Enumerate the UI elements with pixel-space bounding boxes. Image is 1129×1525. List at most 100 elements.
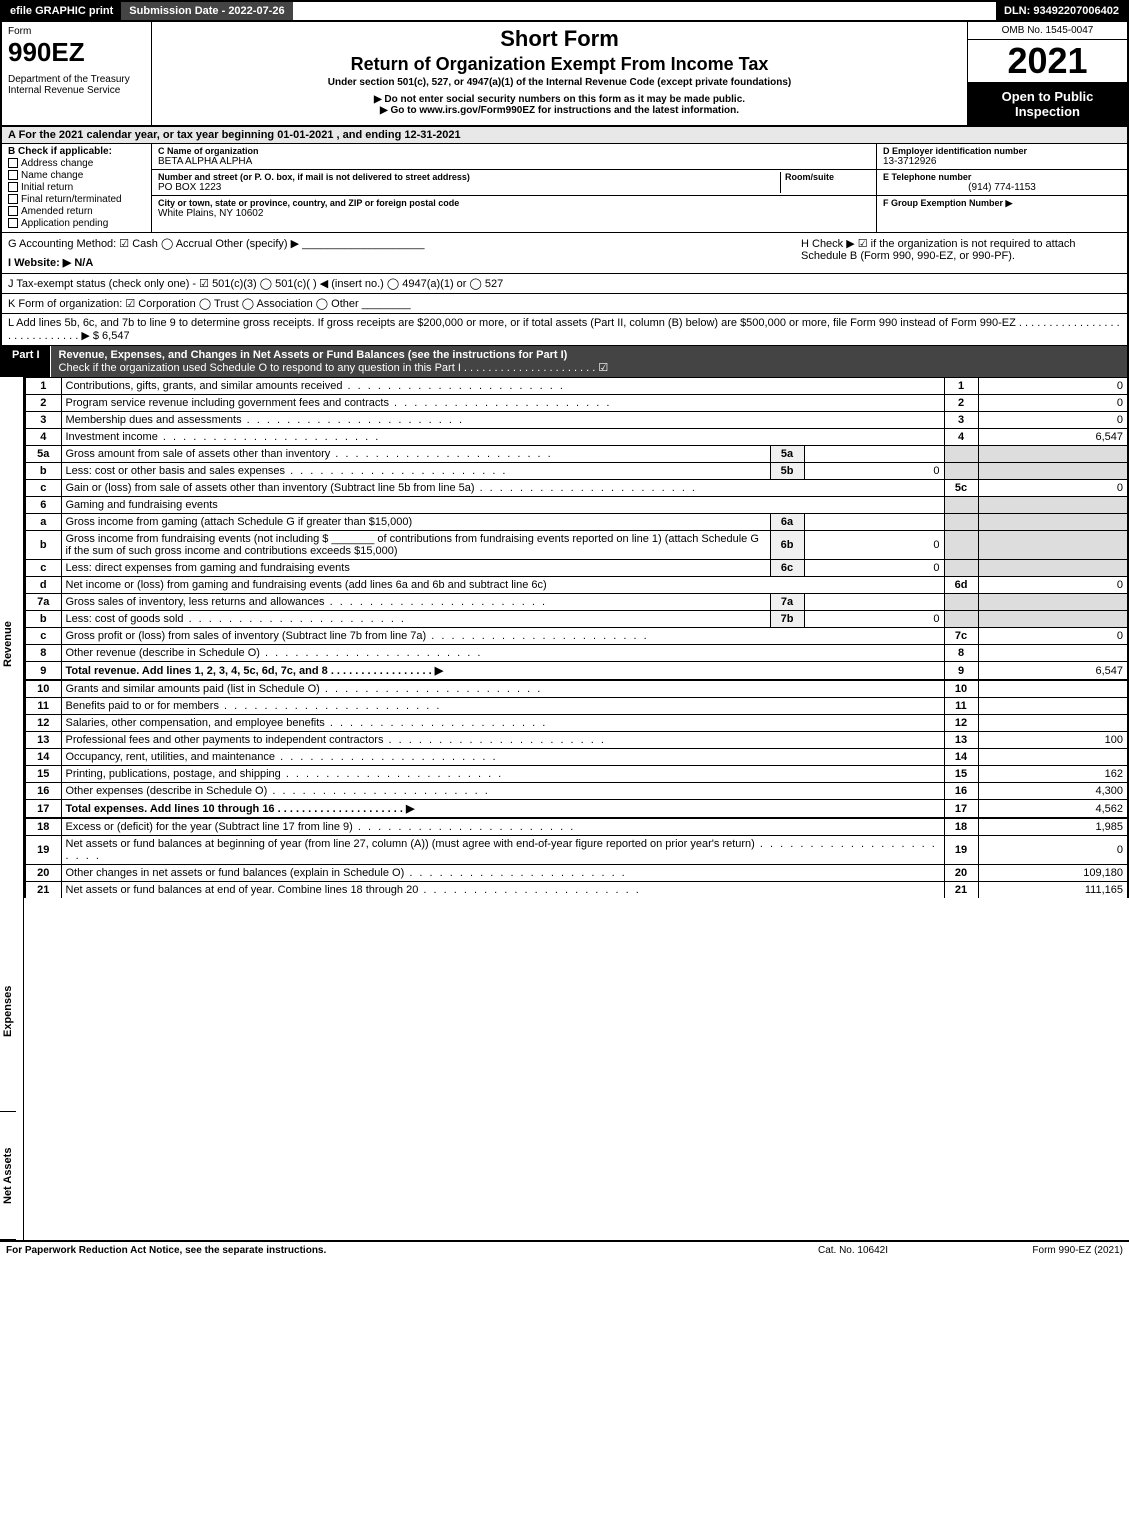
line-21: 21Net assets or fund balances at end of …	[25, 882, 1128, 899]
B-item-4: Amended return	[21, 206, 93, 217]
line-7b: bLess: cost of goods sold7b0	[25, 611, 1128, 628]
footer-right: Form 990-EZ (2021)	[943, 1245, 1123, 1256]
dept-label: Department of the Treasury Internal Reve…	[8, 74, 145, 96]
B-item-5: Application pending	[21, 218, 108, 229]
F-row: F Group Exemption Number ▶	[877, 196, 1127, 211]
line-7c: cGross profit or (loss) from sales of in…	[25, 628, 1128, 645]
top-bar: efile GRAPHIC print Submission Date - 20…	[0, 0, 1129, 22]
line-10: 10Grants and similar amounts paid (list …	[25, 680, 1128, 698]
B-item-0: Address change	[21, 158, 93, 169]
C-street-row: Number and street (or P. O. box, if mail…	[152, 170, 876, 196]
ssn-note: ▶ Do not enter social security numbers o…	[160, 94, 959, 105]
checkbox-icon[interactable]	[8, 218, 18, 228]
line-9: 9Total revenue. Add lines 1, 2, 3, 4, 5c…	[25, 662, 1128, 681]
line-14: 14Occupancy, rent, utilities, and mainte…	[25, 749, 1128, 766]
revenue-label: Revenue	[0, 377, 16, 912]
checkbox-icon[interactable]	[8, 182, 18, 192]
vert-labels: Revenue Expenses Net Assets	[0, 377, 24, 1240]
K-row: K Form of organization: ☑ Corporation ◯ …	[0, 294, 1129, 314]
part-I-title: Revenue, Expenses, and Changes in Net As…	[51, 346, 1127, 377]
header-middle: Short Form Return of Organization Exempt…	[152, 22, 967, 125]
C-city-row: City or town, state or province, country…	[152, 196, 876, 221]
main-title: Return of Organization Exempt From Incom…	[160, 54, 959, 75]
line-17: 17Total expenses. Add lines 10 through 1…	[25, 800, 1128, 819]
col-G: G Accounting Method: ☑ Cash ◯ Accrual Ot…	[8, 237, 801, 269]
J-row: J Tax-exempt status (check only one) - ☑…	[0, 274, 1129, 294]
line-7a: 7aGross sales of inventory, less returns…	[25, 594, 1128, 611]
efile-label: efile GRAPHIC print	[2, 2, 121, 20]
C-name-row: C Name of organization BETA ALPHA ALPHA	[152, 144, 876, 170]
line-18: 18Excess or (deficit) for the year (Subt…	[25, 818, 1128, 836]
expenses-label: Expenses	[0, 912, 16, 1112]
footer-cat: Cat. No. 10642I	[763, 1245, 943, 1256]
col-B: B Check if applicable: Address change Na…	[2, 144, 152, 232]
line-20: 20Other changes in net assets or fund ba…	[25, 865, 1128, 882]
footer: For Paperwork Reduction Act Notice, see …	[0, 1242, 1129, 1259]
line-6b: bGross income from fundraising events (n…	[25, 531, 1128, 560]
dln-label: DLN: 93492207006402	[996, 2, 1127, 20]
B-final: Final return/terminated	[8, 194, 145, 205]
B-item-3: Final return/terminated	[21, 194, 122, 205]
line-13: 13Professional fees and other payments t…	[25, 732, 1128, 749]
B-name-change: Name change	[8, 170, 145, 181]
part-I-check: Check if the organization used Schedule …	[59, 362, 609, 374]
line-8: 8Other revenue (describe in Schedule O)8	[25, 645, 1128, 662]
part-I-title-text: Revenue, Expenses, and Changes in Net As…	[59, 349, 568, 361]
line-15: 15Printing, publications, postage, and s…	[25, 766, 1128, 783]
C-city-lbl: City or town, state or province, country…	[158, 198, 870, 208]
B-label: B Check if applicable:	[8, 146, 145, 157]
line-6: 6Gaming and fundraising events	[25, 497, 1128, 514]
checkbox-icon[interactable]	[8, 206, 18, 216]
lines-body: 1Contributions, gifts, grants, and simil…	[24, 377, 1129, 1240]
line-6d: dNet income or (loss) from gaming and fu…	[25, 577, 1128, 594]
part-I-header: Part I Revenue, Expenses, and Changes in…	[0, 346, 1129, 377]
line-6a: aGross income from gaming (attach Schedu…	[25, 514, 1128, 531]
org-city: White Plains, NY 10602	[158, 208, 870, 219]
line-5b: bLess: cost or other basis and sales exp…	[25, 463, 1128, 480]
B-address-change: Address change	[8, 158, 145, 169]
line-12: 12Salaries, other compensation, and empl…	[25, 715, 1128, 732]
form-word: Form	[8, 26, 145, 37]
line-16: 16Other expenses (describe in Schedule O…	[25, 783, 1128, 800]
form-number: 990EZ	[8, 37, 145, 68]
B-pending: Application pending	[8, 218, 145, 229]
F-lbl: F Group Exemption Number ▶	[883, 198, 1012, 208]
D-lbl: D Employer identification number	[883, 146, 1121, 156]
B-amended: Amended return	[8, 206, 145, 217]
net-assets-label: Net Assets	[0, 1112, 16, 1240]
checkbox-icon[interactable]	[8, 194, 18, 204]
line-5a: 5aGross amount from sale of assets other…	[25, 446, 1128, 463]
line-5c: cGain or (loss) from sale of assets othe…	[25, 480, 1128, 497]
lines-table: 1Contributions, gifts, grants, and simil…	[24, 377, 1129, 898]
part-I-tag: Part I	[2, 346, 51, 377]
line-11: 11Benefits paid to or for members11	[25, 698, 1128, 715]
C-room-lbl: Room/suite	[785, 172, 870, 182]
line-4: 4Investment income46,547	[25, 429, 1128, 446]
header-left: Form 990EZ Department of the Treasury In…	[2, 22, 152, 125]
G-text: G Accounting Method: ☑ Cash ◯ Accrual Ot…	[8, 237, 801, 250]
I-text: I Website: ▶ N/A	[8, 256, 801, 269]
short-form-title: Short Form	[160, 26, 959, 52]
H-text: H Check ▶ ☑ if the organization is not r…	[801, 237, 1121, 269]
L-row: L Add lines 5b, 6c, and 7b to line 9 to …	[0, 314, 1129, 346]
sections: Revenue Expenses Net Assets 1Contributio…	[0, 377, 1129, 1242]
B-item-1: Name change	[21, 170, 83, 181]
E-lbl: E Telephone number	[883, 172, 1121, 182]
footer-left: For Paperwork Reduction Act Notice, see …	[6, 1245, 763, 1256]
submission-date: Submission Date - 2022-07-26	[121, 2, 292, 20]
line-19: 19Net assets or fund balances at beginni…	[25, 836, 1128, 865]
form-header: Form 990EZ Department of the Treasury In…	[0, 22, 1129, 127]
col-C: C Name of organization BETA ALPHA ALPHA …	[152, 144, 877, 232]
checkbox-icon[interactable]	[8, 170, 18, 180]
row-A: A For the 2021 calendar year, or tax yea…	[0, 127, 1129, 144]
line-6c: cLess: direct expenses from gaming and f…	[25, 560, 1128, 577]
col-DEF: D Employer identification number 13-3712…	[877, 144, 1127, 232]
E-val: (914) 774-1153	[883, 182, 1121, 193]
checkbox-icon[interactable]	[8, 158, 18, 168]
subtitle: Under section 501(c), 527, or 4947(a)(1)…	[160, 77, 959, 88]
block-BCDEF: B Check if applicable: Address change Na…	[0, 144, 1129, 233]
open-inspection: Open to Public Inspection	[968, 83, 1127, 125]
line-2: 2Program service revenue including gover…	[25, 395, 1128, 412]
B-initial: Initial return	[8, 182, 145, 193]
B-item-2: Initial return	[21, 182, 73, 193]
